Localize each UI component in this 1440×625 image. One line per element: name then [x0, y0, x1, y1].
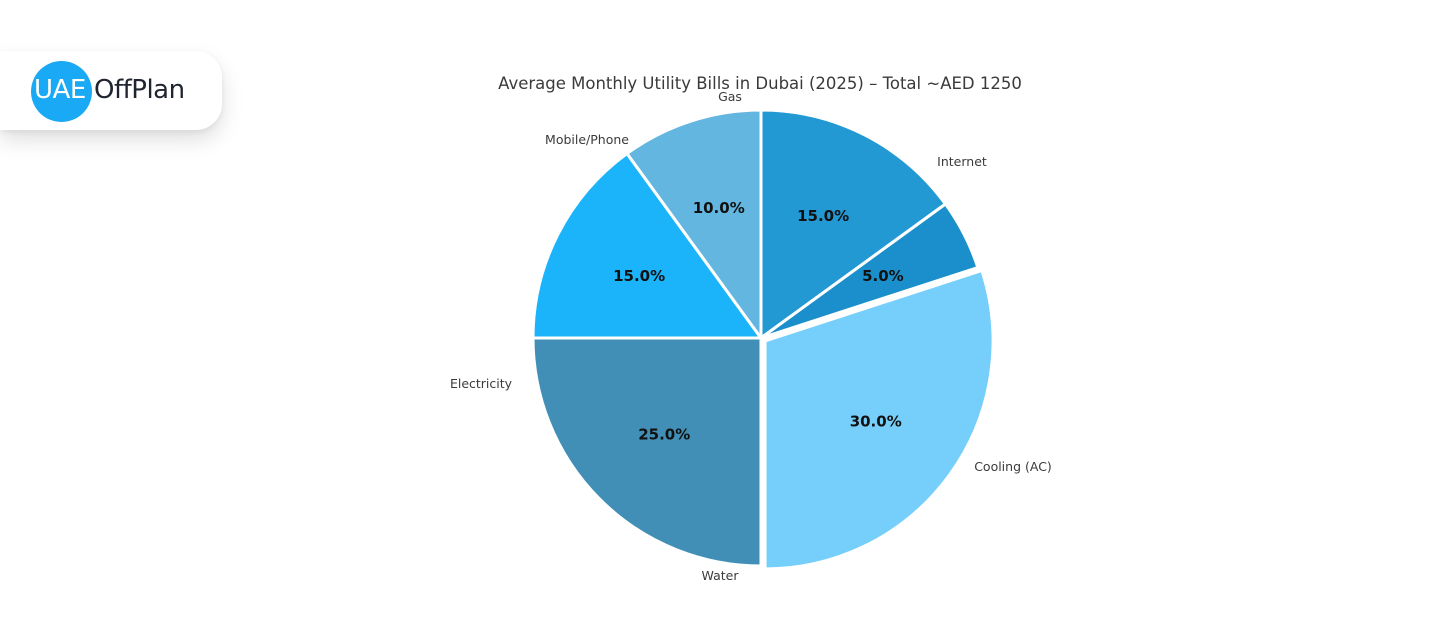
- slice-label-electricity: Electricity: [450, 376, 513, 391]
- slice-label-cooling: Cooling (AC): [974, 459, 1052, 474]
- percent-labels: 15.0% 5.0% 30.0% 25.0% 15.0% 10.0%: [613, 199, 904, 444]
- logo-card[interactable]: UAE OffPlan: [0, 51, 222, 130]
- pie-slice: [531, 152, 763, 340]
- slice-percent-label: 15.0%: [797, 207, 849, 225]
- slice-label-water: Water: [702, 568, 740, 583]
- slice-percent-label: 5.0%: [862, 267, 904, 285]
- slice-label-mobile-phone: Mobile/Phone: [545, 132, 629, 147]
- logo-text-offplan: OffPlan: [94, 75, 185, 105]
- slice-percent-label: 25.0%: [638, 426, 690, 444]
- pie-slice: [625, 108, 763, 340]
- logo-circle-icon: [31, 61, 92, 122]
- pie-slice: [531, 336, 763, 568]
- pie-slices: [531, 108, 995, 571]
- slice-label-internet: Internet: [937, 154, 987, 169]
- slice-percent-label: 30.0%: [850, 412, 902, 430]
- pie-slice: [763, 268, 995, 571]
- pie-slice: [759, 108, 947, 340]
- slice-label-gas: Gas: [718, 89, 742, 104]
- chart-title: Average Monthly Utility Bills in Dubai (…: [498, 74, 1022, 93]
- slice-percent-label: 15.0%: [613, 267, 665, 285]
- logo-text-uae: UAE: [34, 75, 86, 105]
- pie-slice: [759, 202, 980, 340]
- slice-percent-label: 10.0%: [693, 199, 745, 217]
